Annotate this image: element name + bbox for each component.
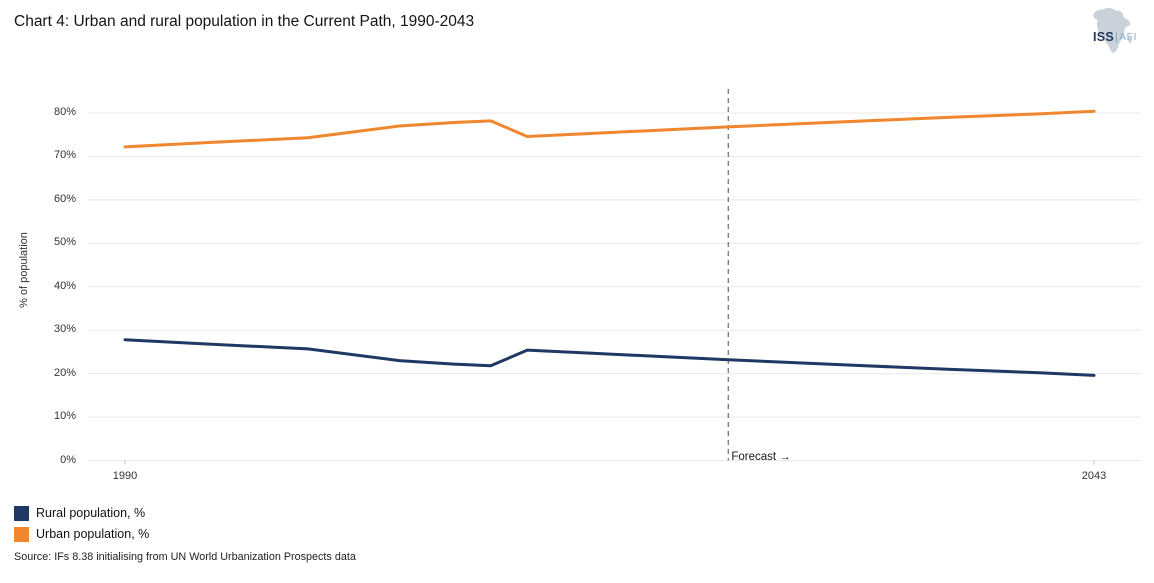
y-tick-label: 80% (53, 106, 76, 118)
logo-text: ISS AFI (1093, 30, 1137, 44)
legend-item-urban-population: Urban population, % (14, 526, 149, 542)
legend-item-rural-population: Rural population, % (14, 505, 149, 521)
series-line-rural-population (123, 338, 1096, 377)
series-line-urban-population (123, 109, 1096, 149)
x-tick-label: 1990 (112, 470, 138, 482)
legend-label: Rural population, % (36, 506, 146, 520)
x-tick-label: 2043 (1081, 470, 1107, 482)
source-note: Source: IFs 8.38 initialising from UN Wo… (14, 551, 356, 563)
legend-swatch (14, 505, 29, 521)
y-tick-label: 10% (53, 410, 76, 423)
y-tick-label: 50% (53, 236, 76, 249)
y-tick-label: 0% (60, 453, 76, 466)
y-tick-label: 70% (53, 149, 76, 162)
legend: Rural population, % Urban population, % (14, 505, 149, 547)
y-axis-title: % of population (18, 232, 30, 308)
iss-afi-logo: ISS AFI (1084, 6, 1142, 58)
logo-text-iss: ISS (1093, 30, 1115, 44)
legend-label: Urban population, % (36, 527, 150, 541)
page-title: Chart 4: Urban and rural population in t… (14, 13, 475, 30)
y-tick-label: 40% (53, 279, 76, 292)
logo-separator (1116, 31, 1118, 43)
legend-swatch (14, 526, 29, 542)
y-tick-label: 60% (53, 192, 76, 205)
africa-icon (1093, 7, 1133, 53)
logo-text-afi: AFI (1119, 31, 1137, 43)
y-tick-label: 20% (53, 366, 76, 379)
y-tick-label: 30% (53, 323, 76, 336)
forecast-label: Forecast → (731, 451, 791, 463)
